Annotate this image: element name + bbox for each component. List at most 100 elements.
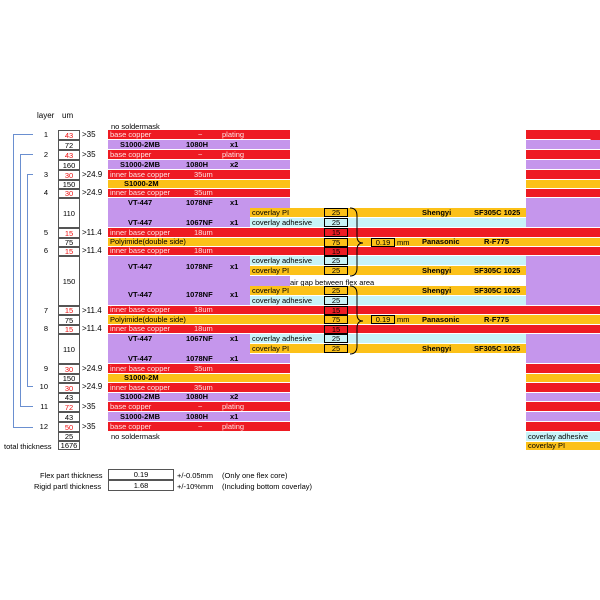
polyimide-core: Polyimide(double side) bbox=[108, 315, 290, 325]
material-label: inner base copper bbox=[110, 246, 171, 255]
plating-label: plating bbox=[222, 150, 245, 159]
ply-count: x2 bbox=[230, 160, 239, 169]
flex-gap-mm-value: 0.19 bbox=[371, 315, 395, 324]
gap-marker: >24.9 bbox=[82, 364, 103, 373]
glass-style: 1067NF bbox=[186, 218, 213, 227]
flex-value: 25 bbox=[324, 256, 348, 265]
ply-count: x1 bbox=[230, 354, 239, 363]
right-copper bbox=[526, 170, 600, 180]
pair-line-2-11 bbox=[20, 154, 21, 407]
flex-value: 75 bbox=[324, 238, 348, 247]
pair-line-3-10 bbox=[27, 174, 28, 387]
copper-layer-12: base copper ~ plating bbox=[108, 422, 290, 432]
copper-layer-3: inner base copper 35um bbox=[108, 170, 290, 180]
thickness-cell: 160 bbox=[58, 160, 80, 170]
flex-coverlay-adhesive: coverlay adhesive bbox=[250, 296, 552, 306]
layer-number: 12 bbox=[39, 422, 48, 431]
thickness-cell: 1676 bbox=[58, 441, 80, 450]
product-label: SF305C 1025 bbox=[474, 266, 521, 275]
material-label: coverlay PI bbox=[252, 286, 290, 295]
layer-number: 10 bbox=[39, 382, 48, 391]
glass-style: 1078NF bbox=[186, 198, 213, 207]
ply-count: x1 bbox=[230, 334, 239, 343]
right-copper bbox=[526, 325, 600, 334]
thickness-cell: 75 bbox=[58, 315, 80, 325]
thickness-cell: 110 bbox=[58, 198, 80, 228]
right-polyimide bbox=[526, 315, 600, 325]
pair-line-2-top bbox=[20, 154, 33, 155]
right-core bbox=[526, 160, 600, 170]
ply-count: x1 bbox=[230, 412, 239, 421]
material-label: base copper bbox=[110, 422, 152, 431]
thickness-cell: 15 bbox=[58, 228, 80, 238]
ply-count: x1 bbox=[230, 290, 239, 299]
flex-copper-6 bbox=[290, 247, 552, 256]
material-label: VT-447 bbox=[128, 218, 153, 227]
material-label: Polyimide(double side) bbox=[110, 237, 186, 246]
pair-line-1-top bbox=[13, 134, 33, 135]
right-prepreg bbox=[526, 393, 600, 402]
mm-unit: mm bbox=[397, 238, 410, 247]
material-label: coverlay adhesive bbox=[252, 218, 313, 227]
flex-value: 75 bbox=[324, 315, 348, 324]
flex-thickness-value: 0.19 bbox=[108, 469, 174, 480]
core-layer: S1000-2MB 1080H x2 bbox=[108, 160, 290, 170]
thickness-cell: 15 bbox=[58, 247, 80, 256]
rigid-tolerance: +/-10%mm bbox=[177, 482, 214, 491]
material-label: inner base copper bbox=[110, 170, 171, 179]
ply-count: x1 bbox=[230, 140, 239, 149]
right-prepreg bbox=[526, 412, 600, 422]
material-label: coverlay PI bbox=[528, 441, 566, 450]
flex-thickness-label: Flex part thickness bbox=[40, 471, 103, 480]
pair-line-2-bottom bbox=[20, 406, 33, 407]
flex-coverlay-adhesive: coverlay adhesive bbox=[250, 256, 552, 266]
right-copper bbox=[526, 150, 600, 160]
gap-marker: >11.4 bbox=[82, 228, 102, 237]
copper-weight: 18um bbox=[194, 305, 213, 314]
gap-marker: >24.9 bbox=[82, 382, 103, 391]
glass-style: 1080H bbox=[186, 412, 209, 421]
glass-style: 1078NF bbox=[186, 354, 213, 363]
layer-number: 3 bbox=[43, 170, 48, 179]
copper-layer-4: inner base copper 35um bbox=[108, 188, 290, 198]
core-layer: S1000-2M bbox=[108, 373, 290, 383]
gap-marker: >35 bbox=[82, 130, 96, 139]
copper-layer-9: inner base copper 35um bbox=[108, 364, 290, 374]
glass-style: 1078NF bbox=[186, 262, 213, 271]
material-label: coverlay PI bbox=[252, 208, 290, 217]
flex-gap-mm-value: 0.19 bbox=[371, 238, 395, 247]
flex-value: 25 bbox=[324, 344, 348, 353]
material-label: inner base copper bbox=[110, 324, 171, 333]
glass-style: 1078NF bbox=[186, 290, 213, 299]
material-label: S1000-2M bbox=[124, 179, 159, 188]
right-copper bbox=[526, 402, 600, 412]
mm-unit: mm bbox=[397, 315, 410, 324]
tilde-label: ~ bbox=[198, 130, 203, 139]
gap-marker: >24.9 bbox=[82, 188, 103, 197]
material-label: coverlay PI bbox=[252, 266, 290, 275]
pair-line-3-top bbox=[27, 174, 33, 175]
copper-weight: 35um bbox=[194, 364, 213, 373]
right-copper bbox=[526, 247, 600, 256]
rigid-thickness-value: 1.68 bbox=[108, 480, 174, 491]
thickness-cell: 43 bbox=[58, 130, 80, 140]
pair-line-3-bottom bbox=[27, 386, 33, 387]
flex-value: 25 bbox=[324, 296, 348, 305]
thickness-cell: 43 bbox=[58, 150, 80, 160]
vendor-label: Shengyi bbox=[422, 286, 452, 295]
thickness-cell: 30 bbox=[58, 189, 80, 198]
prepreg-layer: S1000-2MB 1080H x1 bbox=[108, 140, 290, 150]
copper-layer-5: inner base copper 18um bbox=[108, 228, 290, 238]
layer-number: 2 bbox=[43, 150, 48, 159]
material-label: inner base copper bbox=[110, 305, 171, 314]
flex-note: (Only one flex core) bbox=[222, 471, 288, 480]
material-label: S1000-2MB bbox=[120, 412, 161, 421]
flex-tolerance: +/-0.05mm bbox=[177, 471, 214, 480]
thickness-cell: 15 bbox=[58, 306, 80, 315]
layer-number: 11 bbox=[40, 402, 48, 411]
glass-style: 1080H bbox=[186, 140, 209, 149]
right-prepreg bbox=[526, 256, 600, 306]
rigid-note: (Including bottom coverlay) bbox=[222, 482, 313, 491]
flex-coverlay-pi: coverlay PI Shengyi SF305C 1025 bbox=[250, 266, 552, 276]
material-label: S1000-2M bbox=[124, 373, 159, 382]
